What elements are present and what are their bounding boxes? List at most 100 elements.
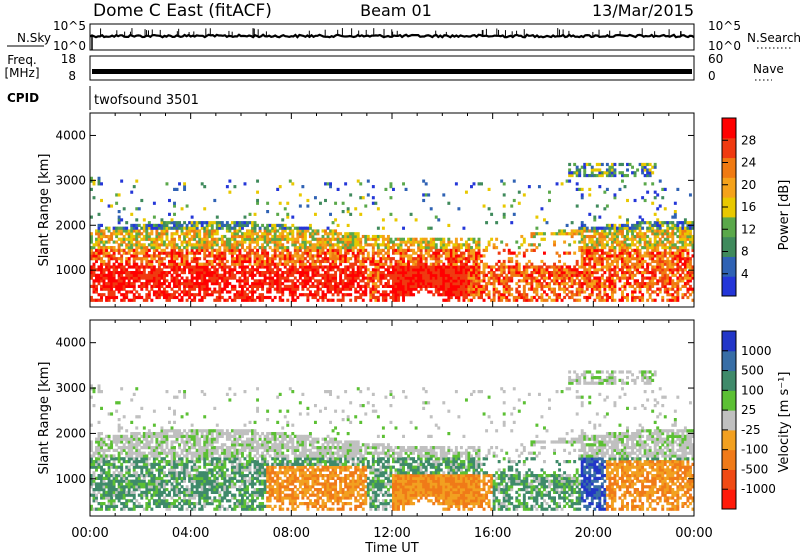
velocity-cell [90,443,93,447]
power-cell [223,243,227,247]
power-cell [336,248,340,252]
power-cell [439,279,443,283]
power-cell [653,240,657,244]
power-cell [356,284,360,288]
power-cell [555,282,559,286]
power-cell [198,282,202,286]
power-cell [535,232,539,236]
power-cell [152,257,156,261]
power-cell [588,259,592,264]
power-cell [301,268,305,272]
power-cell [331,265,335,269]
power-cell [394,243,398,247]
power-cell [386,248,390,252]
power-cell [678,232,682,236]
power-cell [160,268,164,272]
power-cell [459,237,463,241]
power-cell [235,229,239,233]
power-cell [120,232,124,236]
power-cell [686,248,690,252]
power-cell [215,232,219,236]
power-cell [130,190,134,194]
power-cell [278,257,282,261]
power-cell [525,279,529,283]
power-cell [364,290,368,294]
power-cell [341,254,345,258]
power-cell [417,259,421,264]
power-cell [412,276,416,280]
power-cell [324,282,327,286]
power-cell [691,234,695,239]
power-cell [475,240,478,244]
power-cell [311,229,315,233]
power-cell [97,273,101,277]
power-cell [173,262,176,266]
power-cell [291,287,295,291]
power-cell [439,284,443,288]
power-cell [190,229,194,233]
power-cell [434,254,438,258]
power-cell [210,262,214,266]
power-cell [613,234,617,239]
power-cell [517,251,521,255]
power-cell [573,162,577,167]
power-cell [605,265,609,269]
power-cell [276,265,280,269]
power-colorbar-tick-label: 4 [741,267,749,281]
power-cell [95,229,98,233]
power-cell [422,240,426,244]
power-cell [600,251,604,255]
power-cell [595,268,599,272]
power-cell [97,243,101,247]
power-cell [427,254,431,258]
power-cell [210,282,214,286]
power-cell [198,265,202,269]
power-cell [402,251,405,255]
power-cell [117,282,121,286]
power-cell [248,243,252,247]
power-cell [291,270,295,275]
power-cell [553,270,556,275]
power-cell [162,276,166,280]
power-cell [319,201,322,205]
power-cell [190,223,194,228]
power-cell [444,268,448,272]
power-cell [258,257,262,261]
power-cell [195,229,199,233]
power-cell [140,248,144,252]
power-cell [555,279,559,283]
power-cell [633,173,637,178]
power-cell [110,265,114,269]
power-cell [276,229,280,233]
power-cell [512,268,516,272]
power-cell [248,232,252,236]
power-cell [127,240,131,244]
power-cell [384,276,388,280]
power-cell [590,246,594,250]
power-cell [301,270,305,275]
power-cell [319,243,322,247]
power-cell [238,276,242,280]
power-cell [281,251,285,255]
power-cell [225,221,229,225]
power-cell [497,276,501,280]
power-cell [392,287,395,291]
power-cell [663,221,667,225]
power-cell [422,237,426,241]
power-cell [127,237,131,241]
power-cell [112,284,116,288]
power-cell [613,284,617,288]
power-cell [686,254,690,258]
power-cell [228,251,232,255]
power-cell [477,287,481,291]
power-cell [180,243,184,247]
power-cell [631,284,634,288]
power-cell [120,226,124,230]
power-cell [470,257,473,261]
power-cell [349,282,353,286]
power-cell [293,270,297,275]
power-cell [432,257,436,261]
power-cell [306,279,310,283]
power-cell [258,293,262,297]
power-cell [414,265,418,269]
